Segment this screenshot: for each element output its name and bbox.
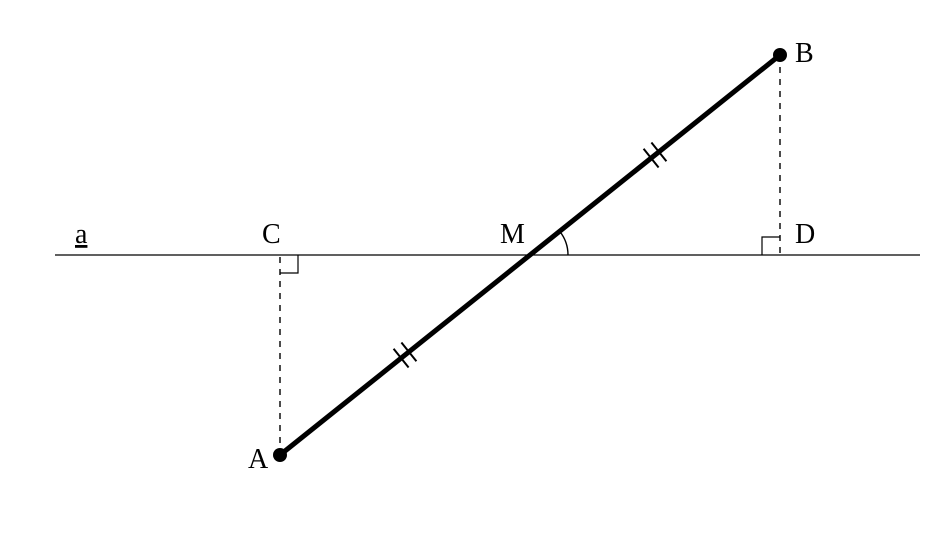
point-a xyxy=(273,448,287,462)
label-m: M xyxy=(500,219,525,250)
label-d: D xyxy=(795,219,815,250)
label-a: A xyxy=(248,444,269,475)
label-c: C xyxy=(262,219,281,250)
canvas-bg xyxy=(0,0,941,548)
line-a-label: a xyxy=(75,219,88,250)
point-b xyxy=(773,48,787,62)
label-b: B xyxy=(795,38,814,69)
geometry-diagram: a A B C M D xyxy=(0,0,941,548)
